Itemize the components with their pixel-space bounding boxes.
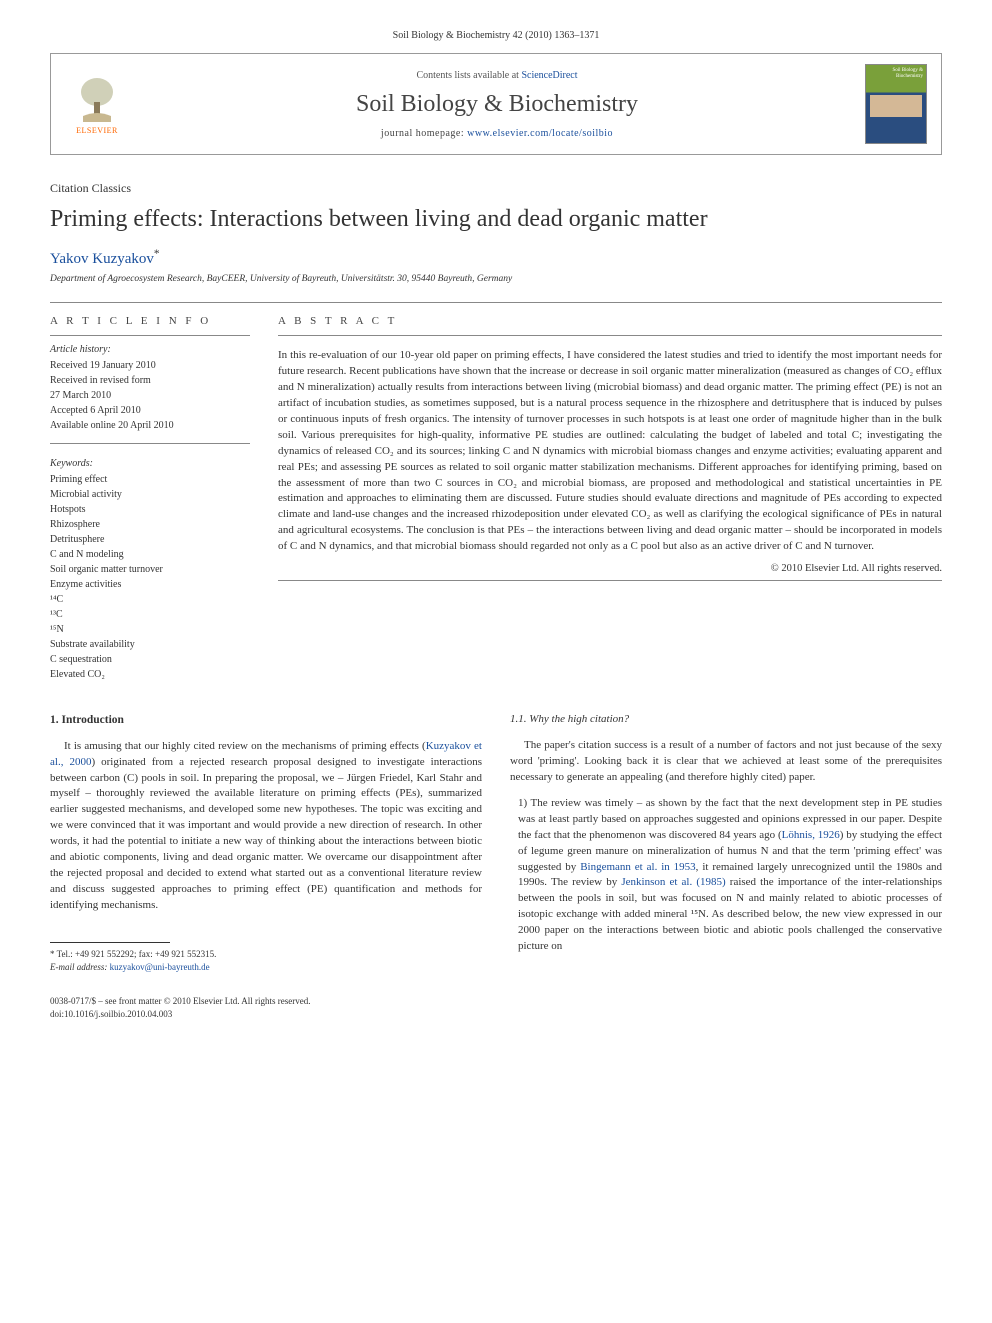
footer-line1: 0038-0717/$ – see front matter © 2010 El… bbox=[50, 995, 942, 1008]
divider bbox=[50, 443, 250, 444]
abstract-label: A B S T R A C T bbox=[278, 315, 942, 336]
article-type: Citation Classics bbox=[50, 181, 942, 196]
body-paragraph: The paper's citation success is a result… bbox=[510, 738, 942, 786]
section-heading-11: 1.1. Why the high citation? bbox=[510, 712, 942, 728]
affiliation: Department of Agroecosystem Research, Ba… bbox=[50, 274, 942, 284]
journal-cover-thumbnail[interactable]: Soil Biology & Biochemistry bbox=[865, 64, 927, 144]
page-footer: 0038-0717/$ – see front matter © 2010 El… bbox=[50, 995, 942, 1020]
cover-label: Soil Biology & Biochemistry bbox=[866, 68, 923, 79]
corresponding-footnote: * Tel.: +49 921 552292; fax: +49 921 552… bbox=[50, 948, 482, 973]
author-link[interactable]: Yakov Kuzyakov bbox=[50, 251, 154, 267]
footer-doi: doi:10.1016/j.soilbio.2010.04.003 bbox=[50, 1008, 942, 1021]
body-paragraph: It is amusing that our highly cited revi… bbox=[50, 739, 482, 914]
article-title: Priming effects: Interactions between li… bbox=[50, 204, 942, 234]
copyright-line: © 2010 Elsevier Ltd. All rights reserved… bbox=[278, 563, 942, 574]
article-info-abstract-row: A R T I C L E I N F O Article history: R… bbox=[50, 303, 942, 682]
footnote-separator bbox=[50, 942, 170, 943]
text-run: ) originated from a rejected research pr… bbox=[50, 756, 482, 911]
history-text: Received 19 January 2010 Received in rev… bbox=[50, 358, 250, 433]
citation-link[interactable]: Bingemann et al. in 1953 bbox=[580, 861, 695, 873]
elsevier-name: ELSEVIER bbox=[76, 126, 118, 135]
homepage-prefix: journal homepage: bbox=[381, 128, 467, 139]
abstract-text: In this re-evaluation of our 10-year old… bbox=[278, 348, 942, 555]
corr-contact: * Tel.: +49 921 552292; fax: +49 921 552… bbox=[50, 948, 482, 961]
sciencedirect-link[interactable]: ScienceDirect bbox=[521, 70, 577, 81]
contents-prefix: Contents lists available at bbox=[416, 70, 521, 81]
text-run: It is amusing that our highly cited revi… bbox=[64, 740, 426, 752]
homepage-link[interactable]: www.elsevier.com/locate/soilbio bbox=[467, 128, 613, 139]
keywords-list: Priming effect Microbial activity Hotspo… bbox=[50, 472, 250, 682]
journal-header-box: ELSEVIER Contents lists available at Sci… bbox=[50, 53, 942, 155]
contents-available-line: Contents lists available at ScienceDirec… bbox=[129, 70, 865, 81]
body-columns: 1. Introduction It is amusing that our h… bbox=[50, 712, 942, 973]
header-center: Contents lists available at ScienceDirec… bbox=[129, 70, 865, 139]
divider bbox=[278, 580, 942, 581]
journal-name: Soil Biology & Biochemistry bbox=[129, 91, 865, 118]
abstract-column: A B S T R A C T In this re-evaluation of… bbox=[278, 303, 942, 682]
elsevier-tree-icon bbox=[73, 74, 121, 124]
journal-header-line: Soil Biology & Biochemistry 42 (2010) 13… bbox=[50, 30, 942, 41]
numbered-list-item: 1) The review was timely – as shown by t… bbox=[510, 796, 942, 955]
email-link[interactable]: kuzyakov@uni-bayreuth.de bbox=[110, 962, 210, 972]
history-label: Article history: bbox=[50, 344, 250, 355]
article-info-column: A R T I C L E I N F O Article history: R… bbox=[50, 303, 250, 682]
article-info-label: A R T I C L E I N F O bbox=[50, 315, 250, 336]
homepage-line: journal homepage: www.elsevier.com/locat… bbox=[129, 128, 865, 139]
citation-link[interactable]: Löhnis, 1926 bbox=[782, 829, 840, 841]
keywords-label: Keywords: bbox=[50, 458, 250, 469]
section-heading-1: 1. Introduction bbox=[50, 712, 482, 729]
authors: Yakov Kuzyakov* bbox=[50, 248, 942, 268]
elsevier-logo[interactable]: ELSEVIER bbox=[65, 68, 129, 140]
corr-mark: * bbox=[154, 248, 160, 260]
email-label: E-mail address: bbox=[50, 962, 110, 972]
body-right-column: 1.1. Why the high citation? The paper's … bbox=[510, 712, 942, 973]
citation-link[interactable]: Jenkinson et al. (1985) bbox=[621, 876, 725, 888]
body-left-column: 1. Introduction It is amusing that our h… bbox=[50, 712, 482, 973]
